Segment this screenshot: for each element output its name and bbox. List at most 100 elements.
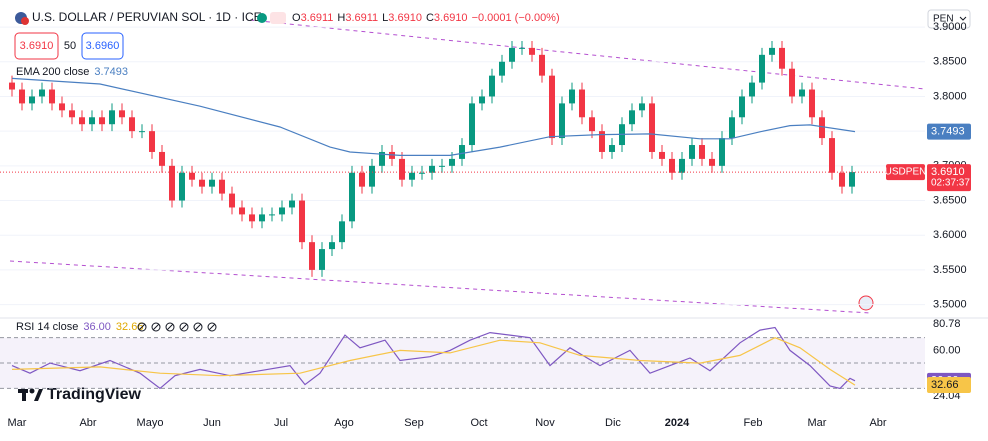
brand-logo (18, 388, 43, 401)
candle-body (579, 89, 585, 118)
candle-body (769, 47, 775, 55)
ohlc-label: C (426, 12, 434, 24)
candle-body (679, 158, 685, 173)
ema-legend: EMA 200 close 3.7493 (16, 66, 128, 78)
market-status[interactable] (257, 13, 267, 23)
candle-body (649, 103, 655, 152)
x-tick-label: Ago (334, 417, 354, 429)
candle-body (149, 131, 155, 152)
candle-body (159, 151, 165, 166)
candle-body (79, 117, 85, 125)
y-tick-label: 3.6000 (933, 229, 967, 241)
candle-body (19, 89, 25, 104)
x-tick-label: Jun (203, 417, 221, 429)
candle-body (399, 158, 405, 180)
x-tick-label: Feb (744, 417, 763, 429)
rsi-legend: RSI 14 close 36.00 32.66 (16, 321, 143, 333)
x-tick-label: Mayo (137, 417, 164, 429)
series-tag-box (927, 377, 971, 394)
ohlc-value: 3.6911 (345, 12, 378, 24)
candle-body (669, 158, 675, 173)
change: −0.0001 (−0.00%) (472, 12, 560, 24)
candle-body (839, 172, 845, 187)
y-tick-label: 60.00 (933, 344, 961, 356)
event-flag[interactable] (858, 295, 874, 311)
candle-body (139, 131, 145, 133)
currency: PEN (933, 14, 954, 25)
sell-button[interactable] (14, 32, 59, 60)
candle-body (349, 172, 355, 222)
ema-tag-box (927, 123, 971, 140)
hidden-values-icons (137, 322, 217, 332)
candle-body (819, 117, 825, 139)
symbol-tag: USDPEN (885, 167, 927, 178)
rsi-ma-value: 32.66 (116, 321, 144, 333)
candle-body (489, 75, 495, 97)
candle-body (779, 47, 785, 69)
candle-body (849, 172, 855, 187)
ema-value: 3.7493 (94, 66, 128, 78)
candle-body (419, 172, 425, 174)
candle-body (49, 89, 55, 104)
candle-body (569, 89, 575, 104)
candle-body (429, 165, 435, 173)
candle-body (719, 138, 725, 166)
ohlc-value: 3.6910 (388, 12, 422, 24)
x-tick-label: Mar (808, 417, 827, 429)
candle-body (29, 96, 35, 104)
x-tick-label: Abr (869, 417, 886, 429)
candle-body (689, 145, 695, 159)
candle-body (549, 75, 555, 139)
y-tick-label: 80.78 (933, 318, 961, 330)
countdown: 02:37:37 (931, 178, 970, 189)
candle-body (69, 110, 75, 118)
candle-body (219, 179, 225, 194)
candle-body (279, 207, 285, 215)
last-price-box (927, 164, 971, 192)
symbol-title[interactable]: U.S. DOLLAR / PERUVIAN SOL · 1D · ICE (32, 10, 262, 24)
candle-body (629, 110, 635, 125)
line (11, 326, 856, 390)
last-price: 3.6910 (931, 166, 965, 178)
x-tick-label: Nov (535, 417, 555, 429)
rsi-value: 36.00 (83, 321, 111, 333)
candle-body (129, 117, 135, 132)
candle-body (9, 82, 15, 90)
candle-body (179, 172, 185, 201)
ohlc-legend: O3.6911 H3.6911 L3.6910 C3.6910 −0.0001 (−0.… (292, 12, 560, 24)
candle-body (509, 47, 515, 62)
ohlc-label: H (337, 12, 345, 24)
ohlc-label: O (292, 12, 301, 24)
dropdown-arrow (959, 16, 967, 21)
currency-select[interactable] (927, 9, 971, 29)
x-tick-label: 2024 (665, 417, 690, 429)
candle-body (599, 131, 605, 152)
candle-body (199, 179, 205, 187)
candle-body (699, 145, 705, 159)
bid: 3.6910 (20, 40, 54, 52)
candle-body (409, 172, 415, 180)
candle-body (269, 214, 275, 216)
candle-body (449, 158, 455, 166)
candle-body (529, 47, 535, 55)
y-tick-label: 3.8500 (933, 56, 967, 68)
candle-body (289, 200, 295, 208)
candle-body (799, 89, 805, 97)
y-tick-label: 3.9000 (933, 21, 967, 33)
ema-tag: 3.7493 (931, 126, 965, 138)
candle-body (89, 117, 95, 125)
candle-body (469, 103, 475, 146)
candle-body (479, 96, 485, 104)
indicator-toggle[interactable] (270, 12, 286, 24)
candle-body (299, 200, 305, 243)
ohlc-value: 3.6910 (434, 12, 468, 24)
candle-body (309, 242, 315, 270)
y-tick-label: 3.5500 (933, 264, 967, 276)
buy-button[interactable] (81, 32, 124, 60)
candle-body (589, 117, 595, 132)
y-tick-label: 3.5000 (933, 298, 967, 310)
candle-body (319, 249, 325, 270)
trend-line (249, 19, 926, 90)
candle-body (499, 61, 505, 76)
x-tick-label: Jul (274, 417, 288, 429)
